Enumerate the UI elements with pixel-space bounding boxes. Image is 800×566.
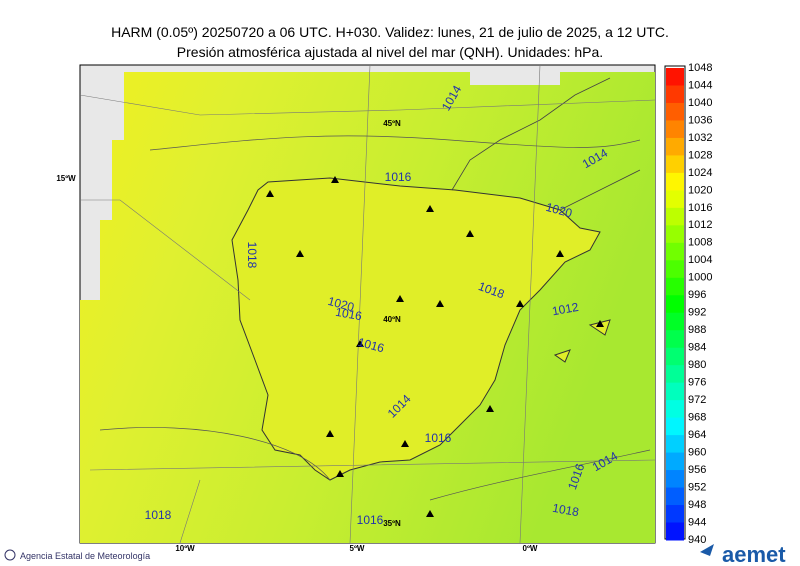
isobar-label: 1016 [334,305,363,323]
colorbar-segment [666,312,684,331]
isobar-label: 1020 [326,294,356,315]
agency-name: Agencia Estatal de Meteorología [20,551,150,561]
colorbar-label: 976 [688,377,706,389]
colorbar-segment [666,277,684,296]
colorbar-segment [666,120,684,139]
grid-label: 10ºW [175,544,195,553]
isobar-label: 1016 [385,170,412,184]
colorbar-segment [666,347,684,366]
colorbar-label: 964 [688,429,706,441]
colorbar-label: 1048 [688,62,712,74]
colorbar-segment [666,365,684,384]
colorbar-segment [666,382,684,401]
colorbar-segment [666,242,684,261]
colorbar-label: 968 [688,412,706,424]
colorbar-segment [666,417,684,436]
isobar-label: 1020 [544,200,574,221]
title: HARM (0.05º) 20250720 a 06 UTC. H+030. V… [111,24,669,40]
colorbar-label: 952 [688,481,706,493]
grid-label: 5ºW [350,544,365,553]
colorbar-segment [666,190,684,209]
colorbar-label: 980 [688,359,706,371]
isobar-label: 1018 [551,501,580,519]
colorbar-label: 1036 [688,114,712,126]
colorbar-segment [666,295,684,314]
colorbar-label: 1044 [688,79,712,91]
colorbar-label: 1000 [688,272,712,284]
colorbar-segment [666,137,684,156]
colorbar-segment [666,330,684,349]
colorbar-segment [666,68,684,86]
grid-label: 15ºW [56,174,76,183]
colorbar-label: 1024 [688,167,712,179]
colorbar-segment [666,155,684,174]
colorbar-label: 1040 [688,97,712,109]
colorbar-segment [666,400,684,419]
map-labels: 1014101610141020101810181012102010161016… [56,83,620,553]
colorbar-label: 1028 [688,149,712,161]
colorbar-label: 1032 [688,132,712,144]
colorbar-segment [666,85,684,104]
colorbar-segment [666,172,684,191]
colorbar-label: 992 [688,307,706,319]
subtitle: Presión atmosférica ajustada al nivel de… [177,44,603,60]
isobar-label: 1018 [245,242,259,269]
colorbar-segment [666,102,684,121]
colorbar-label: 1016 [688,202,712,214]
colorbar-segment [666,435,684,454]
footer: Agencia Estatal de Meteorología aemet [4,542,786,566]
colorbar-segment [666,505,684,524]
colorbar-label: 948 [688,499,706,511]
colorbar-segment [666,225,684,244]
isobar-label: 1018 [145,508,172,522]
colorbar-label: 1012 [688,219,712,231]
colorbar-segment [666,207,684,226]
colorbar-label: 972 [688,394,706,406]
colorbar-label: 988 [688,324,706,336]
colorbar-label: 1020 [688,184,712,196]
colorbar-label: 996 [688,289,706,301]
colorbar-label: 956 [688,464,706,476]
colorbar-label: 940 [688,534,706,546]
isobar-label: 1016 [357,513,384,527]
grid-label: 0ºW [523,544,538,553]
isobar-label: 1012 [551,300,580,318]
colorbar-label: 944 [688,516,706,528]
colorbar-label: 1004 [688,254,712,266]
grid-label: 35ºN [383,519,401,528]
map [79,64,656,544]
colorbar-segment [666,487,684,506]
colorbar-segment [666,522,684,541]
isobar-label: 1016 [425,431,452,445]
grid-label: 40ºN [383,315,401,324]
colorbar-label: 1008 [688,237,712,249]
isobar-label: 1016 [356,335,386,356]
colorbar-segment [666,452,684,471]
grid-label: 45ºN [383,119,401,128]
colorbar-label: 960 [688,446,706,458]
colorbar-label: 984 [688,342,706,354]
colorbar: 1048 1044 1040 1036 1032 1028 1024 1020 1016 1012… [666,62,712,546]
colorbar-segment [666,260,684,279]
colorbar-segment [666,470,684,489]
logo-text: aemet [722,542,786,566]
